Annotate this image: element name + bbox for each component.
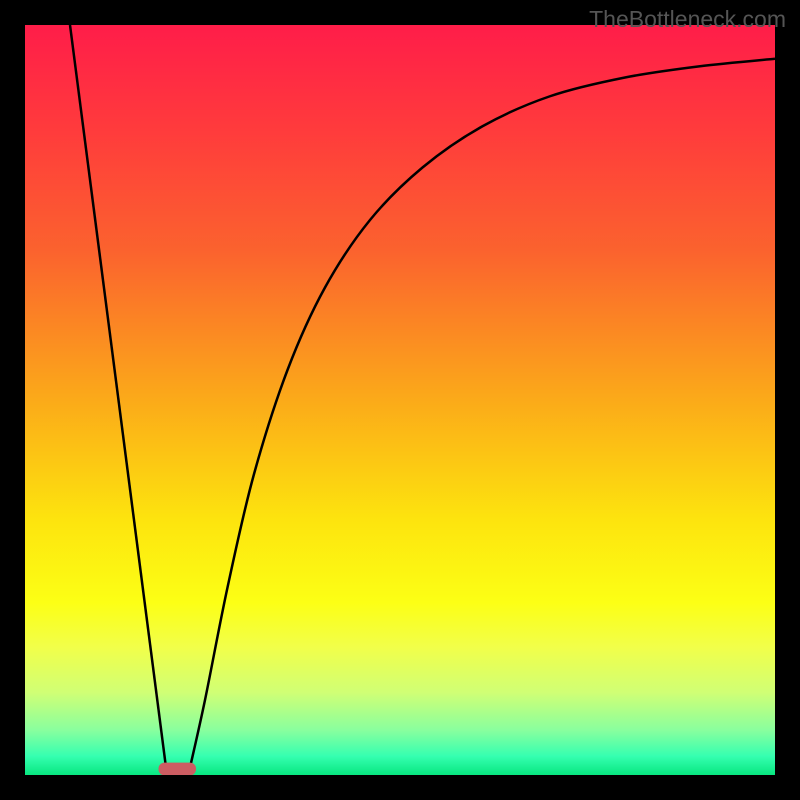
chart-container: TheBottleneck.com bbox=[0, 0, 800, 800]
plot-svg bbox=[25, 25, 775, 775]
gradient-background bbox=[25, 25, 775, 775]
watermark-text: TheBottleneck.com bbox=[589, 6, 786, 33]
bottleneck-marker bbox=[159, 763, 197, 775]
